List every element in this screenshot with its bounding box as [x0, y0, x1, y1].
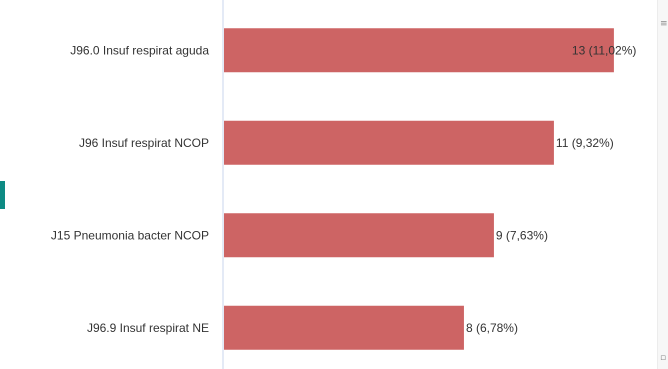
bar[interactable] — [224, 305, 464, 350]
bar[interactable] — [224, 120, 554, 165]
bar[interactable] — [224, 28, 614, 73]
category-tick-label: J96 Insuf respirat NCOP — [79, 136, 209, 150]
category-tick-label: J15 Pneumonia bacter NCOP — [51, 228, 209, 242]
category-tick-label: J96.0 Insuf respirat aguda — [70, 43, 209, 57]
scroll-down-icon[interactable]: ▫ — [660, 353, 667, 363]
bar[interactable] — [224, 213, 494, 258]
data-label: 9 (7,63%) — [496, 228, 548, 242]
data-label: 11 (9,32%) — [556, 136, 614, 150]
data-label: 8 (6,78%) — [466, 321, 518, 335]
scroll-up-icon[interactable]: ≡ — [660, 19, 668, 29]
data-label: 13 (11,02%) — [572, 43, 636, 57]
side-panel-tab[interactable] — [0, 181, 5, 209]
category-tick-label: J96.9 Insuf respirat NE — [87, 321, 209, 335]
vertical-scrollbar[interactable] — [657, 0, 668, 369]
